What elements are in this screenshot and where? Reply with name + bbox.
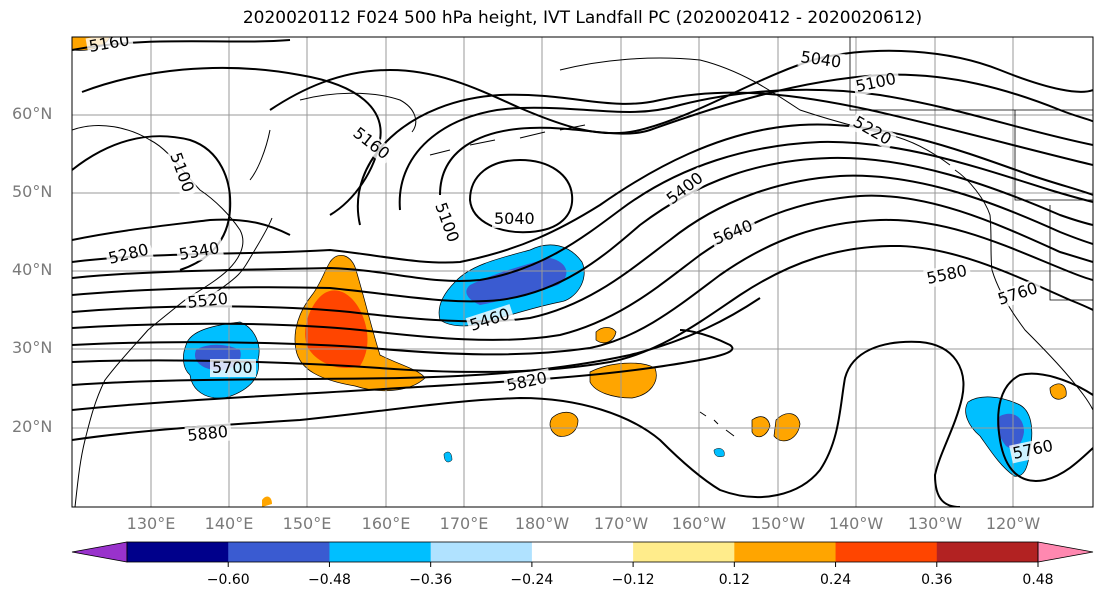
height-contour [398,88,1093,211]
colorbar-tick-label: −0.12 [611,572,655,588]
aleutians [429,124,586,156]
hawaii [699,411,735,437]
contour-label: 5340 [177,238,220,264]
positive-ivt-patch [773,413,801,442]
negative-ivt-patch [443,451,453,463]
lon-label-180w: 180°W [514,514,570,533]
contour-label: 5040 [799,47,842,71]
height-contour [72,297,761,386]
lat-label-30n: 30°N [12,338,53,357]
height-contour [81,66,382,216]
height-contour [72,174,1093,323]
height-contour [269,49,1093,135]
colorbar-tick-label: 0.24 [819,572,852,588]
negative-ivt-patch [713,448,725,457]
height-contour [357,91,1093,226]
colorbar-tick-label: 0.48 [1022,572,1054,588]
lon-label-160e: 160°E [361,514,411,533]
lon-label-140e: 140°E [204,514,254,533]
map-title: 2020020112 F024 500 hPa height, IVT Land… [242,8,923,28]
positive-ivt-patch [262,496,272,507]
lon-label-150e: 150°E [282,514,332,533]
height-contour [72,140,1093,283]
colorbar-tick-label: −0.36 [409,572,453,588]
lon-label-140w: 140°W [828,514,884,533]
lat-label-20n: 20°N [12,417,53,436]
height-contour [72,123,1093,264]
height-contour [72,340,965,507]
canada-border [849,37,1093,301]
lon-label-130w: 130°W [907,514,963,533]
contour-label: 5760 [995,278,1040,309]
colorbar-tick-label: −0.48 [307,572,351,588]
sakhalin-kamchatka-coastline [249,92,417,181]
lon-label-130e: 130°E [126,514,176,533]
contour-label: 5640 [710,216,755,249]
height-contour [72,329,734,411]
lon-label-170w: 170°W [593,514,649,533]
height-contour [72,218,1093,356]
contour-label: 5040 [494,209,535,228]
map-frame [71,36,1094,508]
lat-label-40n: 40°N [12,260,53,279]
contour-label: 5100 [431,200,463,245]
height-contour [72,218,291,241]
contour-label: 5100 [854,69,898,96]
contour-label: 5160 [87,30,130,56]
colorbar-tick-label: −0.60 [206,572,250,588]
lat-label-50n: 50°N [12,182,53,201]
contour-label: 5520 [186,289,228,312]
lon-label-170e: 170°E [439,514,489,533]
colorbar-tick-label: 0.12 [718,572,750,588]
colorbar-tick-label: −0.24 [510,572,554,588]
contour-label: 5100 [166,150,198,195]
negative-ivt-core [466,258,567,305]
height-contour [72,156,1093,303]
height-contour [468,158,574,234]
positive-ivt-patch [589,362,657,399]
contour-label: 5700 [212,358,253,377]
positive-ivt-patch [751,416,771,438]
asia-coastline [72,124,244,507]
height-contour [72,244,1093,373]
alaska-coastline [559,57,951,166]
lon-label-120w: 120°W [985,514,1041,533]
contour-label: 5880 [186,422,228,445]
height-contour [72,194,1093,341]
height-contours [72,39,1093,507]
height-contour [439,73,1093,196]
colorbar-tick-label: 0.36 [921,572,953,588]
contour-label: 5580 [925,261,969,288]
positive-ivt-patch [595,327,617,344]
contour-label: 5280 [106,240,150,268]
lon-label-150w: 150°W [750,514,806,533]
negative-ivt-core [997,413,1024,449]
lat-label-60n: 60°N [12,104,53,123]
positive-ivt-patch [549,411,579,437]
height-contour [997,372,1093,482]
lon-label-160w: 160°W [671,514,727,533]
positive-ivt-patch [1049,383,1067,400]
